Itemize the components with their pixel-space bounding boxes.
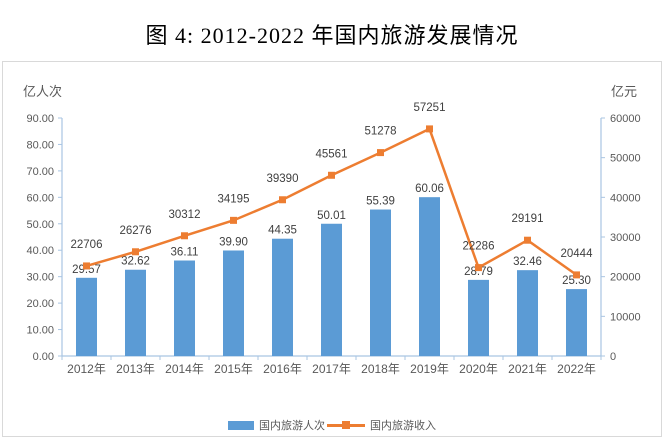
bar-value-label: 60.06 <box>415 183 444 195</box>
x-axis-category-label: 2013年 <box>116 362 155 376</box>
bar-2014年 <box>174 260 195 356</box>
legend-line-label: 国内旅游收入 <box>370 420 436 432</box>
left-axis-tick-label: 30.00 <box>26 272 54 284</box>
legend-item-revenue: 国内旅游收入 <box>327 417 436 433</box>
line-marker-2013年 <box>132 248 139 256</box>
bar-2015年 <box>223 250 244 356</box>
line-marker-2015年 <box>230 216 237 224</box>
left-axis-tick-label: 20.00 <box>26 298 54 310</box>
bar-value-label: 25.30 <box>562 275 591 287</box>
line-value-label: 51278 <box>365 126 397 138</box>
right-axis-tick-label: 60000 <box>610 113 641 125</box>
line-value-label: 20444 <box>561 248 594 260</box>
line-marker-2012年 <box>83 262 90 270</box>
x-axis-category-label: 2016年 <box>263 362 302 376</box>
x-axis-category-label: 2020年 <box>459 362 498 376</box>
x-axis-category-label: 2017年 <box>312 362 351 376</box>
line-value-label: 26276 <box>120 225 152 237</box>
bar-value-label: 36.11 <box>171 247 199 259</box>
bar-2012年 <box>76 277 97 356</box>
right-axis-tick-label: 0 <box>610 351 616 363</box>
left-axis-tick-label: 60.00 <box>26 192 54 204</box>
line-value-label: 30312 <box>169 209 201 221</box>
left-axis-tick-label: 70.00 <box>26 166 54 178</box>
legend-bar-label: 国内旅游人次 <box>259 420 325 432</box>
x-axis-category-label: 2012年 <box>67 362 106 376</box>
left-axis-tick-label: 50.00 <box>26 219 54 231</box>
line-value-label: 45561 <box>316 148 348 160</box>
line-marker-2021年 <box>524 236 531 244</box>
bar-value-label: 44.35 <box>268 225 297 237</box>
right-axis-unit-label: 亿元 <box>610 84 637 99</box>
legend-line-swatch-icon <box>327 421 365 430</box>
bar-value-label: 55.39 <box>366 196 395 208</box>
left-axis-tick-label: 80.00 <box>26 139 54 151</box>
line-value-label: 34195 <box>218 193 250 205</box>
left-axis-tick-label: 0.00 <box>33 351 54 363</box>
bar-2021年 <box>517 270 538 356</box>
right-axis-tick-label: 20000 <box>610 272 641 284</box>
x-axis-category-label: 2022年 <box>557 362 596 376</box>
bar-2020年 <box>468 279 489 356</box>
line-marker-2020年 <box>475 264 482 272</box>
right-axis-tick-label: 10000 <box>610 311 641 323</box>
bar-value-label: 50.01 <box>317 210 346 222</box>
line-value-label: 22286 <box>463 241 495 253</box>
line-marker-2014年 <box>181 232 188 240</box>
right-axis-tick-label: 50000 <box>610 153 641 165</box>
left-axis-tick-label: 90.00 <box>26 113 54 125</box>
right-axis-tick-label: 30000 <box>610 232 641 244</box>
left-axis-unit-label: 亿人次 <box>23 84 63 99</box>
bar-value-label: 32.62 <box>121 256 150 268</box>
bar-2019年 <box>419 197 440 356</box>
line-marker-2017年 <box>328 171 335 179</box>
left-axis-tick-label: 10.00 <box>26 325 54 337</box>
line-value-label: 29191 <box>512 213 544 225</box>
bar-2017年 <box>321 223 342 356</box>
bar-value-label: 29.57 <box>72 264 101 276</box>
line-marker-2018年 <box>377 149 384 157</box>
bar-2016年 <box>272 238 293 356</box>
x-axis-category-label: 2014年 <box>165 362 204 376</box>
bar-value-label: 32.46 <box>513 256 542 268</box>
chart-container: 亿人次 亿元 0.00 10.00 20.00 30.00 40.00 50.00 60.0… <box>2 61 662 437</box>
line-value-label: 22706 <box>71 239 103 251</box>
x-axis-category-label: 2018年 <box>361 362 400 376</box>
legend-item-trips: 国内旅游人次 <box>228 417 325 433</box>
left-axis-tick-label: 40.00 <box>26 245 54 257</box>
line-marker-2022年 <box>573 271 580 279</box>
x-axis-category-label: 2021年 <box>508 362 547 376</box>
line-value-label: 57251 <box>414 102 446 114</box>
bar-value-label: 28.79 <box>464 266 493 278</box>
bar-2013年 <box>125 269 146 356</box>
chart-title: 图 4: 2012-2022 年国内旅游发展情况 <box>145 23 519 48</box>
line-marker-2019年 <box>426 125 433 133</box>
x-axis-category-label: 2019年 <box>410 362 449 376</box>
right-axis-tick-label: 40000 <box>610 192 641 204</box>
bar-2022年 <box>566 289 587 356</box>
line-marker-2016年 <box>279 196 286 204</box>
line-value-label: 39390 <box>267 173 299 185</box>
chart-legend: 国内旅游人次 国内旅游收入 <box>3 417 661 433</box>
x-axis-category-label: 2015年 <box>214 362 253 376</box>
legend-bar-swatch-icon <box>228 420 254 430</box>
chart-plot-area: 0.00 10.00 20.00 30.00 40.00 50.00 60.00 70.00 8… <box>26 102 641 376</box>
bar-value-label: 39.90 <box>219 236 248 248</box>
bar-2018年 <box>370 209 391 356</box>
